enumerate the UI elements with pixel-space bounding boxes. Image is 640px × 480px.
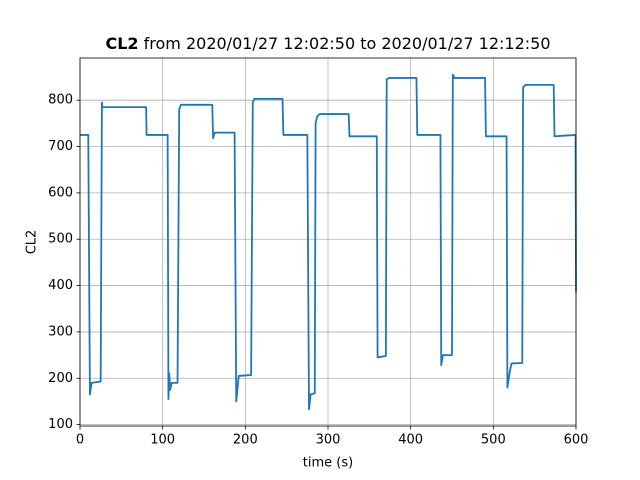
data-line	[80, 73, 577, 411]
chart-title: CL2 from 2020/01/27 12:02:50 to 2020/01/…	[105, 34, 550, 53]
x-tick-label: 400	[398, 433, 423, 448]
y-axis-label: CL2	[25, 230, 40, 255]
x-tick-label: 500	[481, 433, 506, 448]
y-tick-label: 600	[48, 185, 73, 200]
x-axis-label: time (s)	[303, 456, 353, 471]
x-tick-label: 100	[150, 433, 175, 448]
y-tick-label: 500	[48, 232, 73, 247]
y-tick-label: 100	[48, 417, 73, 432]
x-tick-label: 300	[316, 433, 341, 448]
y-tick-label: 300	[48, 324, 73, 339]
x-tick-label: 0	[76, 433, 84, 448]
plot-frame	[79, 57, 577, 427]
x-tick-label: 200	[233, 433, 258, 448]
y-tick-label: 800	[48, 93, 73, 108]
title-bold: CL2	[105, 34, 138, 53]
y-tick-label: 400	[48, 278, 73, 293]
x-tick-label: 600	[564, 433, 589, 448]
y-tick-label: 700	[48, 139, 73, 154]
y-tick-label: 200	[48, 371, 73, 386]
title-rest: from 2020/01/27 12:02:50 to 2020/01/27 1…	[144, 34, 551, 53]
